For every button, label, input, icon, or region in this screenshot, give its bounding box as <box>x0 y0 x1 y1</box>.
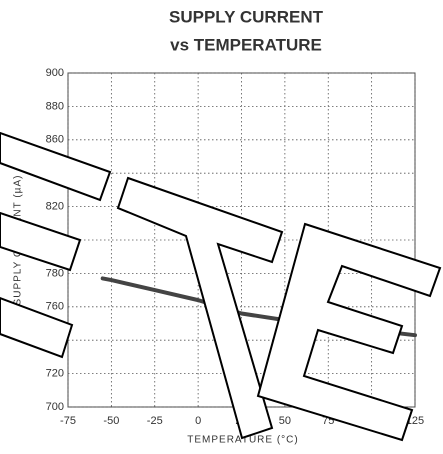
x-tick-label: -50 <box>103 415 119 427</box>
y-tick-label: 900 <box>46 67 64 79</box>
watermark-shape <box>0 131 112 202</box>
y-tick-label: 880 <box>46 100 64 112</box>
x-tick-label: -25 <box>147 415 163 427</box>
x-tick-label: 50 <box>279 415 291 427</box>
y-tick-label: 720 <box>46 368 64 380</box>
watermark-shape <box>0 296 74 359</box>
y-tick-label: 860 <box>46 134 64 146</box>
x-tick-label: -75 <box>60 415 76 427</box>
watermark-shape <box>256 222 442 442</box>
x-tick-label: 0 <box>195 415 201 427</box>
y-tick-label: 820 <box>46 201 64 213</box>
chart-title: SUPPLY CURRENT <box>169 7 324 26</box>
y-tick-label: 700 <box>46 401 64 413</box>
y-tick-label: 780 <box>46 267 64 279</box>
watermark-shape <box>116 176 284 440</box>
chart-title: vs TEMPERATURE <box>170 35 322 54</box>
y-tick-label: 760 <box>46 301 64 313</box>
watermark-shape <box>0 211 82 272</box>
x-axis-label: TEMPERATURE (°C) <box>187 435 298 446</box>
watermark <box>0 131 442 442</box>
